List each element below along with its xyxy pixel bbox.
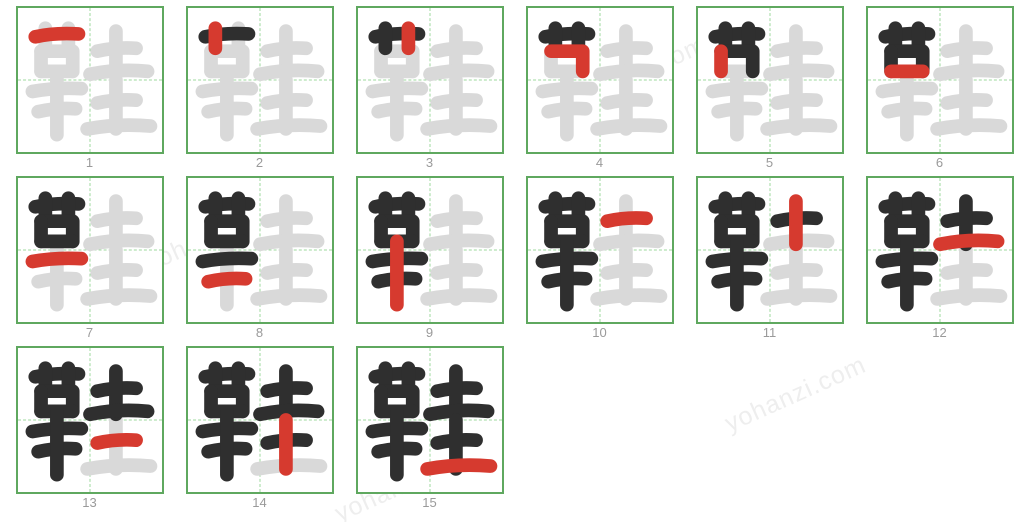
cell-box: [356, 346, 504, 494]
stroke-15: [427, 295, 490, 299]
stroke-cell: 7: [6, 176, 173, 343]
character-svg: [18, 8, 162, 152]
stroke-7: [32, 258, 81, 261]
cell-box: [16, 6, 164, 154]
cell-number: 3: [426, 155, 433, 170]
stroke-12: [430, 70, 488, 74]
cell-number: 15: [422, 495, 436, 510]
character-svg: [698, 178, 842, 322]
stroke-cell: 9: [346, 176, 513, 343]
stroke-cell: 15: [346, 346, 513, 513]
character-svg: [188, 8, 332, 152]
character-svg: [358, 8, 502, 152]
stroke-15: [427, 465, 490, 469]
stroke-cell: 2: [176, 6, 343, 173]
stroke-cell: 13: [6, 346, 173, 513]
stroke-15: [427, 125, 490, 129]
cell-number: 2: [256, 155, 263, 170]
stroke-15: [937, 295, 1000, 299]
stroke-12: [260, 240, 318, 244]
character-svg: [358, 348, 502, 492]
stroke-12: [600, 70, 658, 74]
cell-number: 5: [766, 155, 773, 170]
cell-box: [16, 176, 164, 324]
character-svg: [188, 348, 332, 492]
cell-number: 14: [252, 495, 266, 510]
stroke-12: [90, 240, 148, 244]
character-svg: [868, 178, 1012, 322]
stroke-cell: 5: [686, 6, 853, 173]
stroke-15: [597, 125, 660, 129]
cell-box: [696, 6, 844, 154]
stroke-13: [97, 440, 136, 443]
stroke-cell: 11: [686, 176, 853, 343]
character-svg: [528, 8, 672, 152]
stroke-12: [430, 240, 488, 244]
stroke-15: [87, 465, 150, 469]
character-svg: [528, 178, 672, 322]
stroke-1: [35, 34, 78, 37]
cell-number: 8: [256, 325, 263, 340]
stroke-12: [260, 70, 318, 74]
cell-box: [16, 346, 164, 494]
stroke-7: [202, 258, 251, 261]
stroke-12: [600, 240, 658, 244]
stroke-12: [940, 240, 998, 244]
cell-box: [186, 346, 334, 494]
character-svg: [868, 8, 1012, 152]
stroke-15: [257, 125, 320, 129]
stroke-15: [937, 125, 1000, 129]
stroke-cell: 4: [516, 6, 683, 173]
character-svg: [358, 178, 502, 322]
stroke-12: [940, 70, 998, 74]
character-svg: [698, 8, 842, 152]
cell-box: [866, 6, 1014, 154]
cell-number: 12: [932, 325, 946, 340]
stroke-15: [87, 125, 150, 129]
cell-box: [186, 176, 334, 324]
character-svg: [18, 348, 162, 492]
stroke-cell: 10: [516, 176, 683, 343]
cell-box: [186, 6, 334, 154]
stroke-8: [208, 278, 245, 281]
cell-box: [866, 176, 1014, 324]
cell-number: 10: [592, 325, 606, 340]
stroke-cell: 1: [6, 6, 173, 173]
cell-number: 13: [82, 495, 96, 510]
stroke-15: [87, 295, 150, 299]
stroke-15: [767, 295, 830, 299]
stroke-12: [260, 410, 318, 414]
character-svg: [188, 178, 332, 322]
cell-number: 7: [86, 325, 93, 340]
stroke-12: [90, 70, 148, 74]
stroke-cell: 14: [176, 346, 343, 513]
cell-box: [356, 6, 504, 154]
cell-box: [526, 176, 674, 324]
stroke-cell: 6: [856, 6, 1023, 173]
stroke-12: [770, 70, 828, 74]
page: yohanzi.com yohanzi.com yohanzi.com yoha…: [0, 0, 1024, 522]
stroke-12: [430, 410, 488, 414]
stroke-cell: 8: [176, 176, 343, 343]
stroke-cell: 12: [856, 176, 1023, 343]
cell-number: 4: [596, 155, 603, 170]
stroke-15: [767, 125, 830, 129]
stroke-order-grid: 123456789101112131415: [6, 6, 1023, 513]
stroke-12: [90, 410, 148, 414]
character-svg: [18, 178, 162, 322]
stroke-cell: 3: [346, 6, 513, 173]
cell-number: 6: [936, 155, 943, 170]
cell-box: [696, 176, 844, 324]
cell-box: [526, 6, 674, 154]
cell-box: [356, 176, 504, 324]
cell-number: 9: [426, 325, 433, 340]
stroke-10: [607, 218, 646, 221]
cell-number: 11: [763, 325, 777, 340]
cell-number: 1: [86, 155, 93, 170]
stroke-15: [597, 295, 660, 299]
stroke-15: [257, 295, 320, 299]
